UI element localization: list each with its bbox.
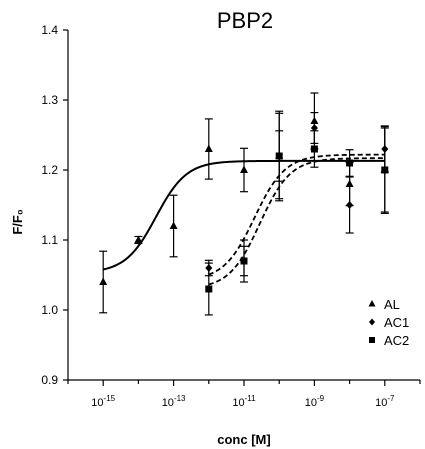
y-tick-label: 1.4 bbox=[41, 23, 58, 37]
point-ac2 bbox=[310, 145, 318, 153]
y-tick-label: 0.9 bbox=[41, 373, 58, 387]
legend-marker-al bbox=[368, 300, 376, 307]
point-ac2 bbox=[275, 152, 283, 160]
legend-label-ac1: AC1 bbox=[384, 315, 409, 330]
y-tick-label: 1.1 bbox=[41, 233, 58, 247]
legend-marker-ac1 bbox=[369, 318, 375, 326]
point-al bbox=[99, 277, 108, 285]
point-ac2 bbox=[205, 285, 213, 293]
point-ac2 bbox=[346, 159, 354, 167]
point-al bbox=[240, 165, 248, 173]
point-ac2 bbox=[240, 257, 248, 265]
data-points bbox=[99, 92, 389, 316]
y-tick-label: 1.2 bbox=[41, 163, 58, 177]
x-tick-label: 10-9 bbox=[305, 394, 325, 409]
y-tick-label: 1.3 bbox=[41, 93, 58, 107]
point-ac1 bbox=[310, 124, 318, 132]
x-tick-label: 10-13 bbox=[162, 394, 186, 409]
x-tick-label: 10-7 bbox=[375, 394, 395, 409]
legend: AL AC1 AC2 bbox=[368, 297, 409, 348]
x-tick-label: 10-15 bbox=[91, 394, 115, 409]
point-al bbox=[134, 235, 143, 243]
legend-label-al: AL bbox=[384, 297, 400, 312]
y-tick-label: 1.0 bbox=[41, 303, 58, 317]
point-al bbox=[169, 221, 178, 229]
fit-curve-ac1 bbox=[208, 153, 385, 276]
point-al bbox=[204, 144, 213, 152]
y-axis-label: F/F₀ bbox=[10, 209, 25, 234]
legend-label-ac2: AC2 bbox=[384, 333, 409, 348]
point-ac1 bbox=[346, 201, 354, 209]
x-axis-label: conc [M] bbox=[217, 432, 270, 447]
axes: 0.9 1.0 1.1 1.2 1.3 1.4 10-15 10-13 10-11 10-9 10-… bbox=[41, 23, 421, 409]
chart-title: PBP2 bbox=[217, 8, 273, 33]
x-tick-label: 10-11 bbox=[232, 394, 256, 409]
point-ac2 bbox=[381, 166, 389, 174]
fit-curve-ac2 bbox=[208, 157, 385, 286]
legend-marker-ac2 bbox=[369, 337, 375, 343]
